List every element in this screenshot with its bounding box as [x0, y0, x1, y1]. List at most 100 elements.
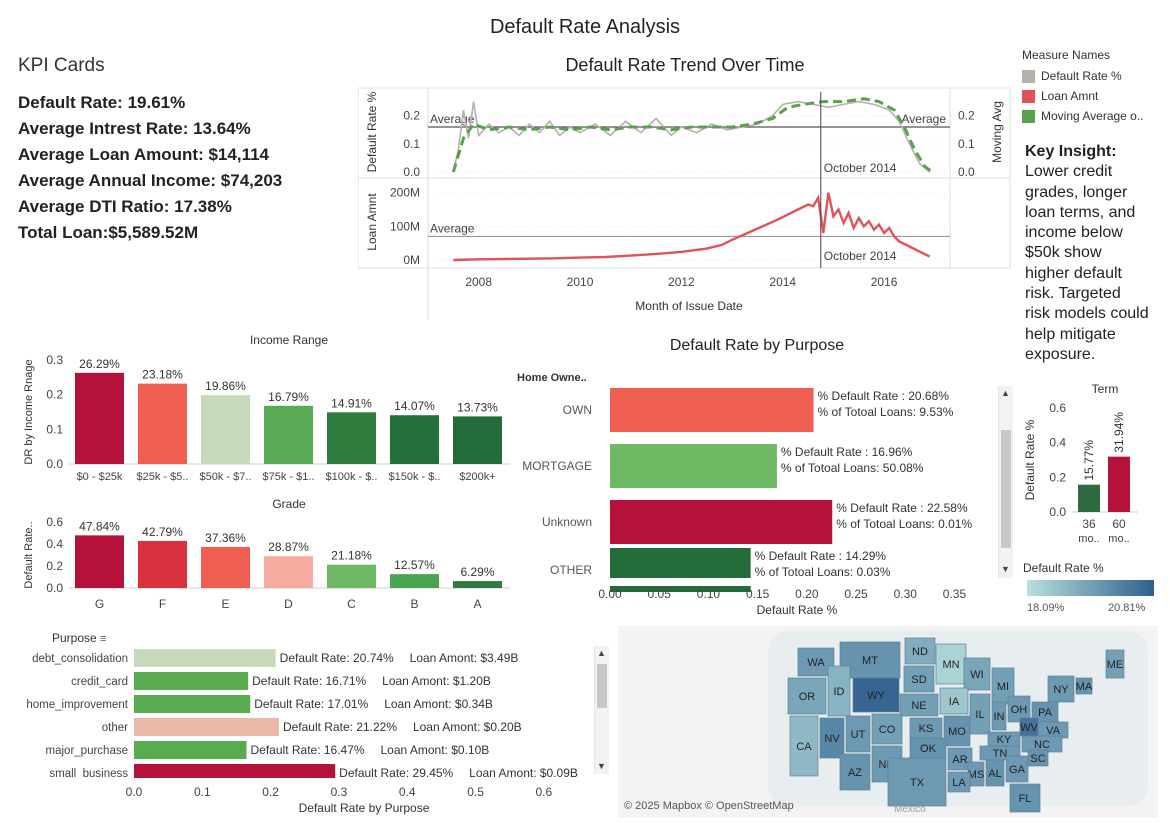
scroll-down-icon[interactable]: ▼ [597, 761, 606, 771]
bar-rate-label: Default Rate: 17.01% [254, 697, 368, 711]
legend-item-default-rate[interactable]: Default Rate % [1022, 66, 1167, 86]
key-insight-line: grades, longer [1025, 183, 1128, 201]
bar-rate-label: % Default Rate : 20.68% [818, 389, 950, 403]
series-loan-amnt [453, 192, 931, 262]
trend-chart[interactable]: 0.0 0.1 0.2 0.0 0.1 0.2 Default Rate % Moving A… [358, 82, 1013, 322]
scroll-up-icon[interactable]: ▲ [597, 648, 606, 658]
y-tick-label: 0.4 [46, 537, 63, 551]
reference-label: Average [902, 112, 947, 126]
kpi-avg-interest-rate: Average Intrest Rate: 13.64% [18, 119, 251, 138]
legend-item-loan-amnt[interactable]: Loan Amnt [1022, 86, 1167, 106]
scroll-down-icon[interactable]: ▼ [1001, 564, 1010, 574]
legend-item-moving-avg[interactable]: Moving Average o.. [1022, 106, 1167, 126]
bar [264, 405, 313, 464]
trend-chart-title: Default Rate Trend Over Time [565, 55, 805, 75]
state-sc [1027, 749, 1049, 767]
bar-value-label: 16.79% [268, 390, 309, 404]
map-attribution[interactable]: © 2025 Mapbox © OpenStreetMap [624, 800, 794, 812]
scroll-thumb[interactable] [1001, 430, 1011, 548]
state-label: MO [948, 726, 966, 738]
us-map-canvas[interactable]: WA MT ND MN OR ID WY SD WI MI ME NY MA NE IA CA NV UT CO KS… [618, 626, 1158, 818]
x-tick-label: 0.20 [795, 587, 819, 601]
x-tick-label: $150k - $.. [389, 471, 441, 483]
income-range-chart[interactable]: Income Range 0.0 0.1 0.2 0.3 DR by Income Rna… [20, 330, 510, 490]
y-tick-label: 0.0 [46, 457, 63, 471]
scroll-thumb[interactable] [597, 664, 607, 708]
kpi-total-loan: Total Loan:$5,589.52M [18, 223, 199, 242]
x-tick-label: D [284, 597, 293, 611]
x-tick-label: $50k - $7.. [200, 471, 252, 483]
row-label: debt_consolidation [32, 653, 128, 665]
bar-value-label: 21.18% [331, 549, 372, 563]
term-chart[interactable]: Term 0.0 0.2 0.4 0.6 Default Rate % 15.77% 36 mo… [1018, 378, 1168, 553]
bar [1078, 484, 1100, 512]
bar [610, 500, 833, 544]
x-tick-label: mo.. [1078, 533, 1099, 545]
state-nv [819, 717, 845, 759]
legend-swatch [1022, 90, 1035, 104]
y-tick-label: 0.2 [46, 559, 63, 573]
state-label: AZ [848, 767, 862, 779]
state-label: IL [975, 709, 984, 721]
bar-value-label: 47.84% [79, 519, 120, 533]
x-tick-label: 2016 [871, 275, 898, 289]
y-tick-label-right: 0.2 [958, 109, 975, 123]
bar-rate-label: Default Rate: 16.71% [252, 674, 366, 688]
bar-value-label: 6.29% [460, 565, 494, 579]
state-label: OK [920, 743, 937, 755]
y-tick-label: 0.6 [1049, 401, 1066, 415]
x-tick-label: 2010 [567, 275, 594, 289]
bar [75, 372, 124, 464]
state-ma [1075, 677, 1093, 695]
bar-rate-label: % Default Rate : 16.96% [781, 445, 913, 459]
state-label: WY [867, 690, 885, 702]
scroll-up-icon[interactable]: ▲ [1001, 388, 1010, 398]
grade-chart[interactable]: Grade 0.0 0.2 0.4 0.6 Default Rate.. 47.84% G 42… [20, 492, 510, 617]
row-header: Home Owne.. [517, 372, 587, 384]
purpose-chart-scrollbar[interactable]: ▲ ▼ [594, 646, 609, 774]
state-label: ME [1107, 659, 1124, 671]
state-nd [904, 637, 936, 665]
x-tick-label: 2014 [769, 275, 796, 289]
bar-value-label: 14.07% [394, 399, 435, 413]
state-la [947, 771, 971, 793]
annotation-label: October 2014 [824, 249, 897, 263]
state-label: UT [851, 729, 866, 741]
bar-share-label: % of Totoal Loans: 9.53% [818, 405, 954, 419]
x-tick-label: $75k - $1.. [263, 471, 315, 483]
bar-rate-label: Default Rate: 21.22% [283, 720, 397, 734]
state-label: GA [1009, 764, 1026, 776]
y-tick-label: 0.2 [46, 388, 63, 402]
state-label: NE [911, 700, 926, 712]
chart-title: Grade [272, 497, 306, 511]
home-ownership-chart[interactable]: Default Rate by Purpose Home Owne.. OWN % D… [512, 330, 1012, 622]
home-chart-scrollbar[interactable]: ▲ ▼ [998, 386, 1013, 578]
state-label: MS [968, 769, 985, 781]
state-label: NC [1034, 739, 1050, 751]
x-tick-label: 0.3 [331, 785, 348, 799]
state-or [787, 677, 827, 715]
y-tick-label: 0M [403, 253, 420, 267]
bar-value-label: 12.57% [394, 558, 435, 572]
bar [201, 546, 250, 588]
state-label: KY [997, 734, 1012, 746]
state-mn [935, 643, 967, 685]
state-label: AL [988, 768, 1001, 780]
y-tick-label: 100M [390, 219, 420, 233]
state-label: FL [1019, 793, 1032, 805]
x-axis-label: Month of Issue Date [635, 299, 743, 313]
bar [610, 388, 814, 432]
bar [134, 672, 249, 690]
x-axis-label: Default Rate % [757, 603, 838, 617]
x-tick-label: 36 [1082, 517, 1096, 531]
kpi-default-rate: Default Rate: 19.61% [18, 93, 186, 112]
state-label: NV [824, 733, 840, 745]
bar [390, 415, 439, 464]
us-map[interactable]: WA MT ND MN OR ID WY SD WI MI ME NY MA NE IA CA NV UT CO KS… [618, 626, 1158, 818]
y-tick-label: 0.1 [403, 137, 420, 151]
bar [134, 764, 336, 782]
legend-label: Default Rate % [1041, 69, 1122, 83]
legend-title: Measure Names [1022, 48, 1111, 62]
purpose-chart[interactable]: Purpose ≡ debt_consolidation Default Rate: … [10, 626, 610, 821]
bar-amount-label: Loan Amont: $3.49B [410, 651, 519, 665]
